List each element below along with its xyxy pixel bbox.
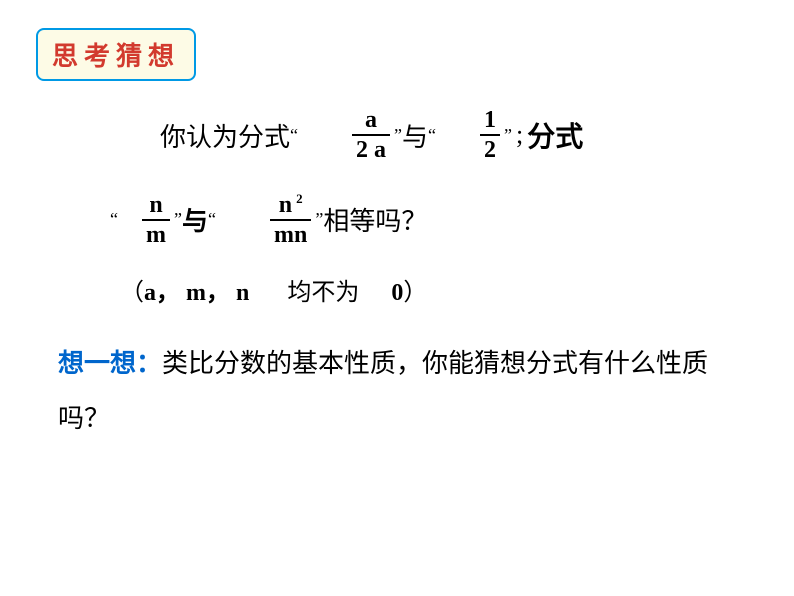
frac-den: 2 — [480, 134, 500, 162]
num-sup: 2 — [296, 191, 303, 206]
question-line-2: “ n m ” 与 “ n2 mn ” 相等吗？ — [110, 192, 427, 247]
semicolon: ; — [516, 120, 523, 150]
close-paren: ） — [403, 280, 427, 306]
frac-num: n2 — [275, 192, 307, 219]
think-label: 想一想： — [58, 348, 162, 378]
condition-line: （a， m， n 均不为 0） — [120, 272, 427, 307]
close-quote-icon: ” — [174, 209, 182, 230]
close-quote-icon: ” — [315, 209, 323, 230]
open-paren: （ — [120, 280, 144, 306]
frac-num: a — [361, 108, 381, 134]
close-quote-icon: ” — [504, 125, 512, 146]
open-quote-icon: “ — [290, 125, 298, 146]
question-line-1: 你认为分式 “ a 2 a ” 与 “ 1 2 ” ; 分式 — [160, 108, 583, 162]
num-base: n — [279, 192, 292, 218]
zero: 0 — [391, 280, 403, 306]
vars: a， m， n — [144, 280, 249, 306]
badge-text: 思考猜想 — [52, 41, 180, 71]
frac-den: mn — [270, 219, 311, 247]
l1-mid: 与 — [402, 117, 428, 154]
open-quote-icon: “ — [208, 209, 216, 230]
fraction-a-over-2a: a 2 a — [352, 108, 390, 162]
open-quote-icon: “ — [110, 209, 118, 230]
l1-prefix: 你认为分式 — [160, 117, 290, 154]
close-quote-icon: ” — [394, 125, 402, 146]
section-badge: 思考猜想 — [36, 28, 196, 81]
frac-num: 1 — [480, 108, 500, 134]
fraction-n-over-m: n m — [142, 193, 170, 247]
l2-mid: 与 — [182, 201, 208, 238]
cond-text: 均不为 — [287, 280, 359, 306]
fraction-1-over-2: 1 2 — [480, 108, 500, 162]
l1-tail-bold: 分式 — [527, 115, 583, 155]
fraction-n2-over-mn: n2 mn — [270, 192, 311, 247]
frac-num: n — [145, 193, 166, 219]
frac-den: m — [142, 219, 170, 247]
think-prompt: 想一想：类比分数的基本性质，你能猜想分式有什么性质吗？ — [58, 336, 736, 446]
open-quote-icon: “ — [428, 125, 436, 146]
l2-tail: 相等吗？ — [323, 201, 427, 238]
frac-den: 2 a — [352, 134, 390, 162]
